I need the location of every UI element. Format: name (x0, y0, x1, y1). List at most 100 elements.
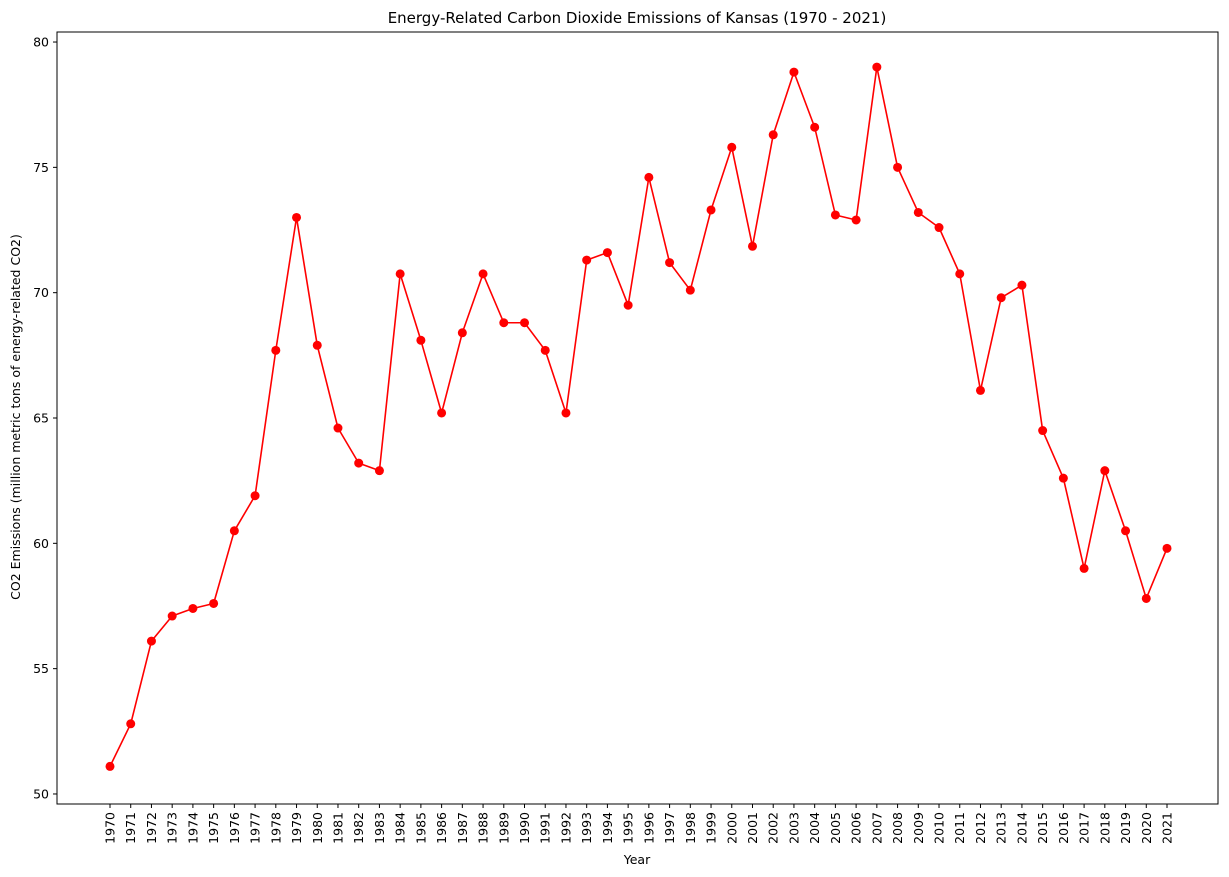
x-tick-label: 1995 (621, 812, 636, 844)
data-point (457, 328, 467, 338)
data-point (540, 345, 550, 355)
data-point (1058, 473, 1068, 483)
x-tick-label: 2015 (1035, 812, 1050, 844)
x-tick-label: 2019 (1118, 812, 1133, 844)
data-point (250, 491, 260, 501)
x-tick-label: 2000 (724, 812, 739, 844)
data-point (561, 408, 571, 418)
x-tick-label: 1984 (393, 812, 408, 844)
x-tick-label: 1996 (641, 812, 656, 844)
x-tick-label: 2016 (1056, 812, 1071, 844)
x-tick-label: 1993 (579, 812, 594, 844)
series-line (109, 66, 1168, 767)
x-tick-label: 2021 (1160, 812, 1175, 844)
data-point (727, 142, 737, 152)
x-tick-label: 1999 (704, 812, 719, 844)
data-point (478, 269, 488, 279)
x-tick-label: 1974 (185, 812, 200, 844)
data-point (167, 611, 177, 621)
data-point (913, 207, 923, 217)
x-axis-label: Year (623, 852, 651, 867)
data-point (1100, 466, 1110, 476)
data-point (333, 423, 343, 433)
data-point (644, 172, 654, 182)
data-point (395, 269, 405, 279)
x-axis-ticks: 1970 1971 1972 1973 1974 1975 1976 1977 1978 1979… (103, 804, 1175, 844)
x-tick-label: 1987 (455, 812, 470, 844)
y-tick-label: 70 (33, 285, 49, 300)
x-tick-label: 2017 (1077, 812, 1092, 844)
x-tick-label: 1982 (351, 812, 366, 844)
x-tick-label: 2005 (828, 812, 843, 844)
x-tick-label: 1973 (165, 812, 180, 844)
data-point (1121, 526, 1131, 536)
data-point (996, 293, 1006, 303)
x-tick-label: 1992 (558, 812, 573, 844)
data-point (851, 215, 861, 225)
x-tick-label: 2020 (1139, 812, 1154, 844)
data-point (292, 212, 302, 222)
y-tick-label: 65 (33, 411, 49, 426)
data-point (1141, 593, 1151, 603)
chart-title: Energy-Related Carbon Dioxide Emissions … (388, 9, 887, 27)
data-point (934, 223, 944, 233)
data-point (374, 466, 384, 476)
data-point (209, 598, 219, 608)
y-axis-label: CO2 Emissions (million metric tons of en… (8, 234, 23, 600)
x-tick-label: 1989 (496, 812, 511, 844)
x-tick-label: 1988 (476, 812, 491, 844)
x-tick-label: 1977 (248, 812, 263, 844)
data-point (623, 300, 633, 310)
data-point (582, 255, 592, 265)
y-tick-label: 80 (33, 35, 49, 50)
data-point (1017, 280, 1027, 290)
data-point (747, 241, 757, 251)
x-tick-label: 1986 (434, 812, 449, 844)
data-point (312, 340, 322, 350)
x-tick-label: 2018 (1097, 812, 1112, 844)
x-tick-label: 1976 (227, 812, 242, 844)
x-tick-label: 1990 (517, 812, 532, 844)
data-point (768, 130, 778, 140)
plot-area (105, 62, 1172, 771)
x-tick-label: 1970 (103, 812, 118, 844)
data-point (602, 248, 612, 258)
data-point (872, 62, 882, 72)
data-point (706, 205, 716, 215)
y-tick-label: 60 (33, 536, 49, 551)
data-point (188, 603, 198, 613)
x-tick-label: 2002 (766, 812, 781, 844)
axes-frame (56, 31, 1219, 805)
x-tick-label: 1978 (268, 812, 283, 844)
x-tick-label: 1998 (683, 812, 698, 844)
x-tick-label: 1979 (289, 812, 304, 844)
x-tick-label: 2003 (786, 812, 801, 844)
data-point (229, 526, 239, 536)
x-tick-label: 2011 (952, 812, 967, 844)
y-tick-label: 75 (33, 160, 49, 175)
data-point (810, 122, 820, 132)
data-point (975, 385, 985, 395)
data-point (789, 67, 799, 77)
x-tick-label: 1971 (123, 812, 138, 844)
x-tick-label: 2012 (973, 812, 988, 844)
y-axis-ticks: 50 55 60 65 70 75 80 (33, 35, 57, 801)
data-point (955, 269, 965, 279)
x-tick-label: 2013 (994, 812, 1009, 844)
x-tick-label: 1975 (206, 812, 221, 844)
data-point (126, 719, 136, 729)
x-tick-label: 1980 (310, 812, 325, 844)
x-tick-label: 1991 (538, 812, 553, 844)
data-point (685, 285, 695, 295)
data-point (105, 761, 115, 771)
x-tick-label: 2007 (869, 812, 884, 844)
x-tick-label: 2010 (932, 812, 947, 844)
data-point (271, 345, 281, 355)
x-tick-label: 1985 (413, 812, 428, 844)
x-tick-label: 2014 (1014, 812, 1029, 844)
data-point (1038, 426, 1048, 436)
x-tick-label: 1983 (372, 812, 387, 844)
x-tick-label: 2004 (807, 812, 822, 844)
data-point (520, 318, 530, 328)
